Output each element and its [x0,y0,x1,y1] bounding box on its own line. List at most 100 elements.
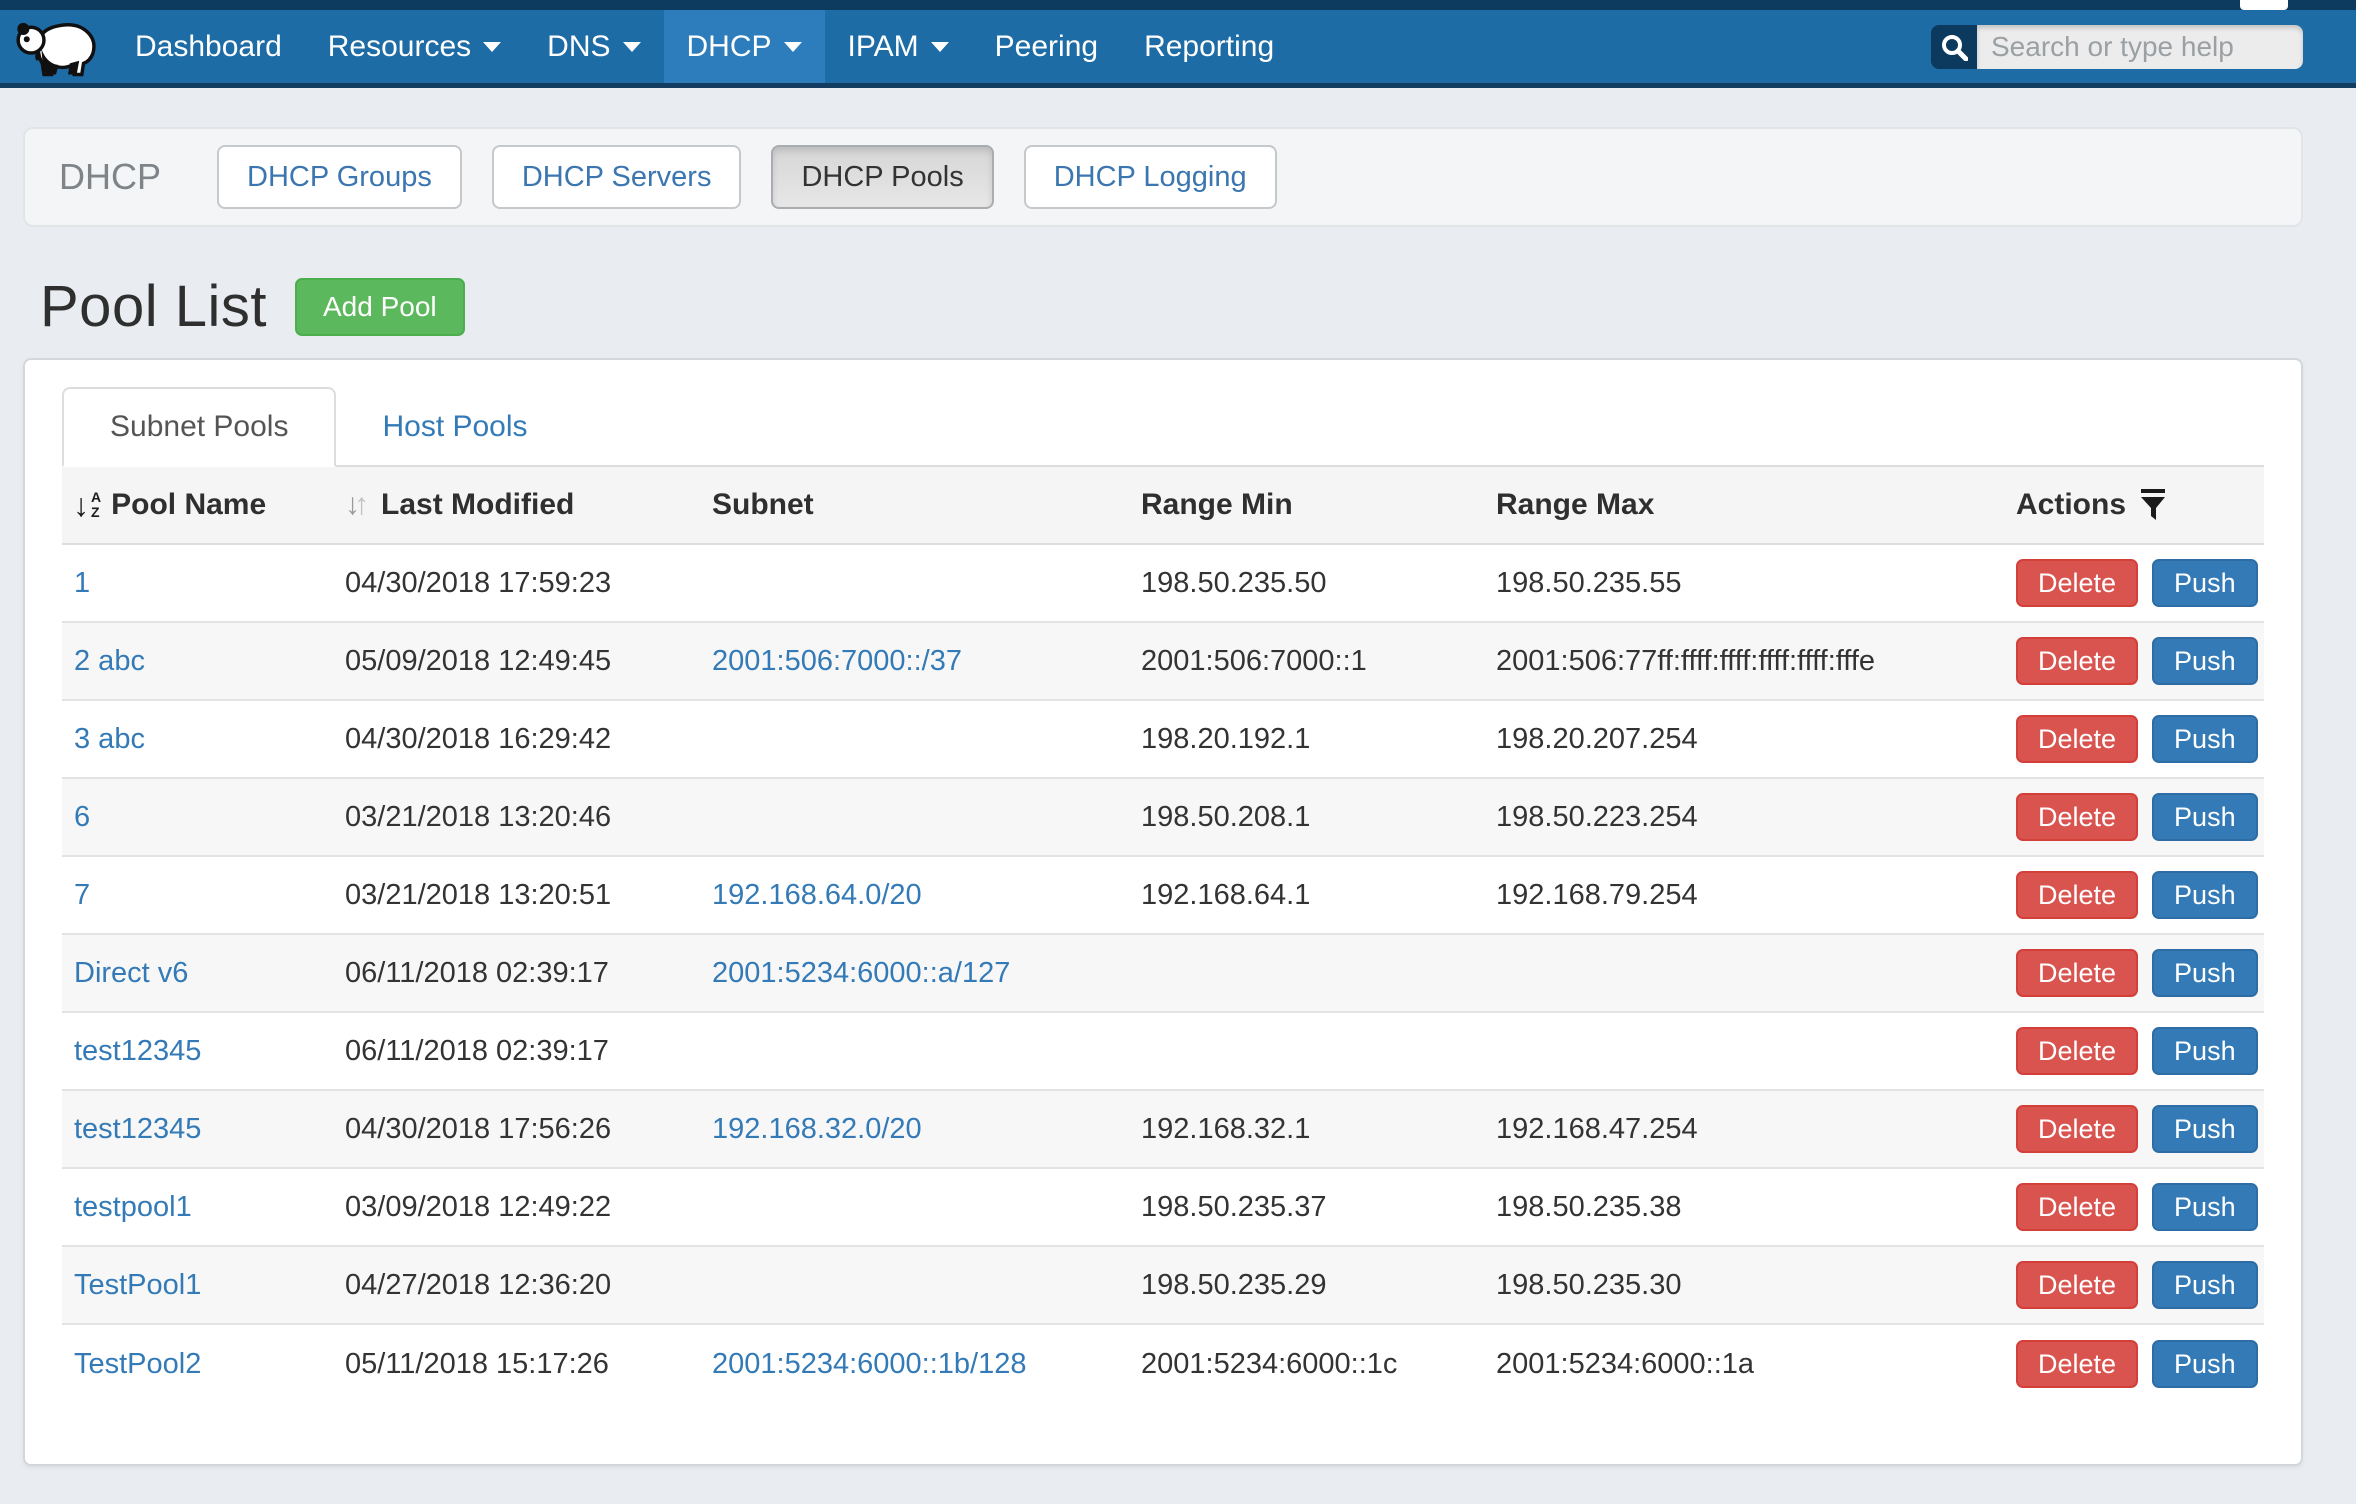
pool-name-link[interactable]: TestPool2 [74,1348,201,1380]
last-modified-cell: 03/21/2018 13:20:51 [345,879,712,912]
filter-funnel-icon[interactable] [2140,489,2166,521]
pool-name-link[interactable]: test12345 [74,1035,201,1067]
push-button[interactable]: Push [2152,715,2258,763]
range-min-cell: 198.50.208.1 [1141,801,1496,834]
delete-button[interactable]: Delete [2016,1027,2138,1075]
subnet-link[interactable]: 192.168.32.0/20 [712,1113,922,1145]
add-pool-button[interactable]: Add Pool [295,278,465,336]
column-header-range-min[interactable]: Range Min [1141,488,1496,522]
delete-button[interactable]: Delete [2016,715,2138,763]
range-max-cell: 2001:5234:6000::1a [1496,1348,2016,1381]
range-min-cell: 2001:5234:6000::1c [1141,1348,1496,1381]
subnet-link[interactable]: 2001:506:7000::/37 [712,645,962,677]
push-button[interactable]: Push [2152,1105,2258,1153]
sort-alpha-desc-icon: ↓ AZ [73,489,101,521]
range-max-cell: 198.50.235.30 [1496,1269,2016,1302]
last-modified-cell: 05/09/2018 12:49:45 [345,645,712,678]
section-button-dhcp-servers[interactable]: DHCP Servers [492,145,742,209]
tab-subnet-pools[interactable]: Subnet Pools [62,387,336,467]
chevron-down-icon [623,42,641,52]
search-button[interactable] [1931,25,1977,69]
push-button[interactable]: Push [2152,1261,2258,1309]
actions-cell: Delete Push [2016,1340,2268,1388]
nav-item-ipam[interactable]: IPAM [825,10,972,83]
pool-name-link[interactable]: TestPool1 [74,1269,201,1301]
last-modified-cell: 06/11/2018 02:39:17 [345,1035,712,1068]
pool-name-link[interactable]: 7 [74,879,90,911]
sort-updown-icon: ↓↑ [345,490,363,520]
pool-name-link[interactable]: 3 abc [74,723,145,755]
nav-item-label: DHCP [687,30,772,64]
column-label: Actions [2016,488,2126,522]
page-header: Pool List Add Pool [40,273,2303,340]
table-row: testpool103/09/2018 12:49:22198.50.235.3… [62,1169,2264,1247]
delete-button[interactable]: Delete [2016,949,2138,997]
delete-button[interactable]: Delete [2016,559,2138,607]
search-input[interactable] [1977,25,2303,69]
column-label: Pool Name [111,488,266,522]
pool-list-panel: Subnet PoolsHost Pools ↓ AZ Pool Name ↓↑… [23,358,2303,1466]
top-strip [0,0,2356,10]
column-header-actions: Actions [2016,488,2268,522]
column-header-range-max[interactable]: Range Max [1496,488,2016,522]
push-button[interactable]: Push [2152,871,2258,919]
subnet-cell: 2001:506:7000::/37 [712,645,1141,678]
nav-item-dashboard[interactable]: Dashboard [112,10,305,83]
push-button[interactable]: Push [2152,1183,2258,1231]
delete-button[interactable]: Delete [2016,1340,2138,1388]
delete-button[interactable]: Delete [2016,871,2138,919]
table-row: TestPool205/11/2018 15:17:262001:5234:60… [62,1325,2264,1403]
delete-button[interactable]: Delete [2016,637,2138,685]
chevron-down-icon [784,42,802,52]
push-button[interactable]: Push [2152,1027,2258,1075]
delete-button[interactable]: Delete [2016,1261,2138,1309]
column-header-pool-name[interactable]: ↓ AZ Pool Name [62,488,345,522]
pool-name-link[interactable]: testpool1 [74,1191,192,1223]
chevron-down-icon [931,42,949,52]
nav-item-dns[interactable]: DNS [524,10,663,83]
section-button-dhcp-groups[interactable]: DHCP Groups [217,145,462,209]
column-header-subnet[interactable]: Subnet [712,488,1141,522]
section-button-dhcp-pools[interactable]: DHCP Pools [771,145,993,209]
subnet-link[interactable]: 2001:5234:6000::a/127 [712,957,1010,989]
subnet-link[interactable]: 2001:5234:6000::1b/128 [712,1348,1026,1380]
range-max-cell: 2001:506:77ff:ffff:ffff:ffff:ffff:fffe [1496,645,2016,678]
column-label: Range Max [1496,488,1654,522]
nav-item-reporting[interactable]: Reporting [1121,10,1297,83]
section-button-dhcp-logging[interactable]: DHCP Logging [1024,145,1277,209]
pool-name-cell: test12345 [62,1113,345,1146]
nav-item-label: Peering [995,30,1098,64]
subnet-link[interactable]: 192.168.64.0/20 [712,879,922,911]
push-button[interactable]: Push [2152,949,2258,997]
pool-name-link[interactable]: 6 [74,801,90,833]
brand-logo[interactable] [0,10,112,83]
actions-cell: Delete Push [2016,559,2268,607]
pool-name-link[interactable]: 1 [74,567,90,599]
actions-cell: Delete Push [2016,949,2268,997]
nav-item-label: Dashboard [135,30,282,64]
dhcp-section-bar: DHCP DHCP Groups DHCP Servers DHCP Pools DH… [23,127,2303,227]
push-button[interactable]: Push [2152,559,2258,607]
range-max-cell: 198.50.235.38 [1496,1191,2016,1224]
pool-name-link[interactable]: 2 abc [74,645,145,677]
subnet-cell: 192.168.64.0/20 [712,879,1141,912]
delete-button[interactable]: Delete [2016,1183,2138,1231]
tab-host-pools[interactable]: Host Pools [336,387,573,467]
pool-name-cell: TestPool2 [62,1348,345,1381]
last-modified-cell: 03/21/2018 13:20:46 [345,801,712,834]
nav-item-dhcp[interactable]: DHCP [664,10,825,83]
column-header-last-modified[interactable]: ↓↑ Last Modified [345,488,712,522]
push-button[interactable]: Push [2152,637,2258,685]
section-title: DHCP [59,156,161,198]
push-button[interactable]: Push [2152,1340,2258,1388]
last-modified-cell: 04/30/2018 17:59:23 [345,567,712,600]
nav-item-resources[interactable]: Resources [305,10,524,83]
push-button[interactable]: Push [2152,793,2258,841]
delete-button[interactable]: Delete [2016,793,2138,841]
pool-name-cell: testpool1 [62,1191,345,1224]
pool-name-link[interactable]: test12345 [74,1113,201,1145]
delete-button[interactable]: Delete [2016,1105,2138,1153]
nav-item-peering[interactable]: Peering [972,10,1121,83]
column-label: Subnet [712,488,814,522]
pool-name-link[interactable]: Direct v6 [74,957,188,989]
